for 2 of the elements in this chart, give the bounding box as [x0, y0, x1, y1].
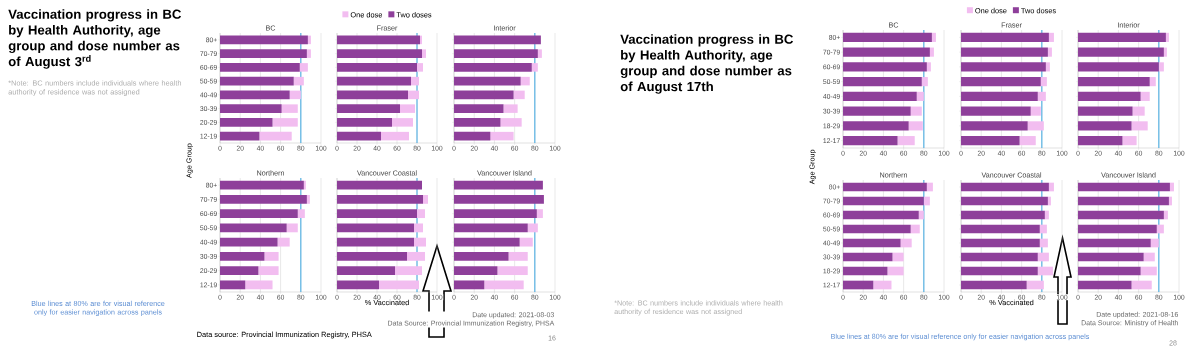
- text: Vaccination progress in BC by Health Authority, age group and dose number as of August 3$^{rd}$: [8, 9, 182, 69]
- text: Vaccination progress in BC by Health Authority, age group and dose number as of August 17th: [620, 34, 794, 94]
